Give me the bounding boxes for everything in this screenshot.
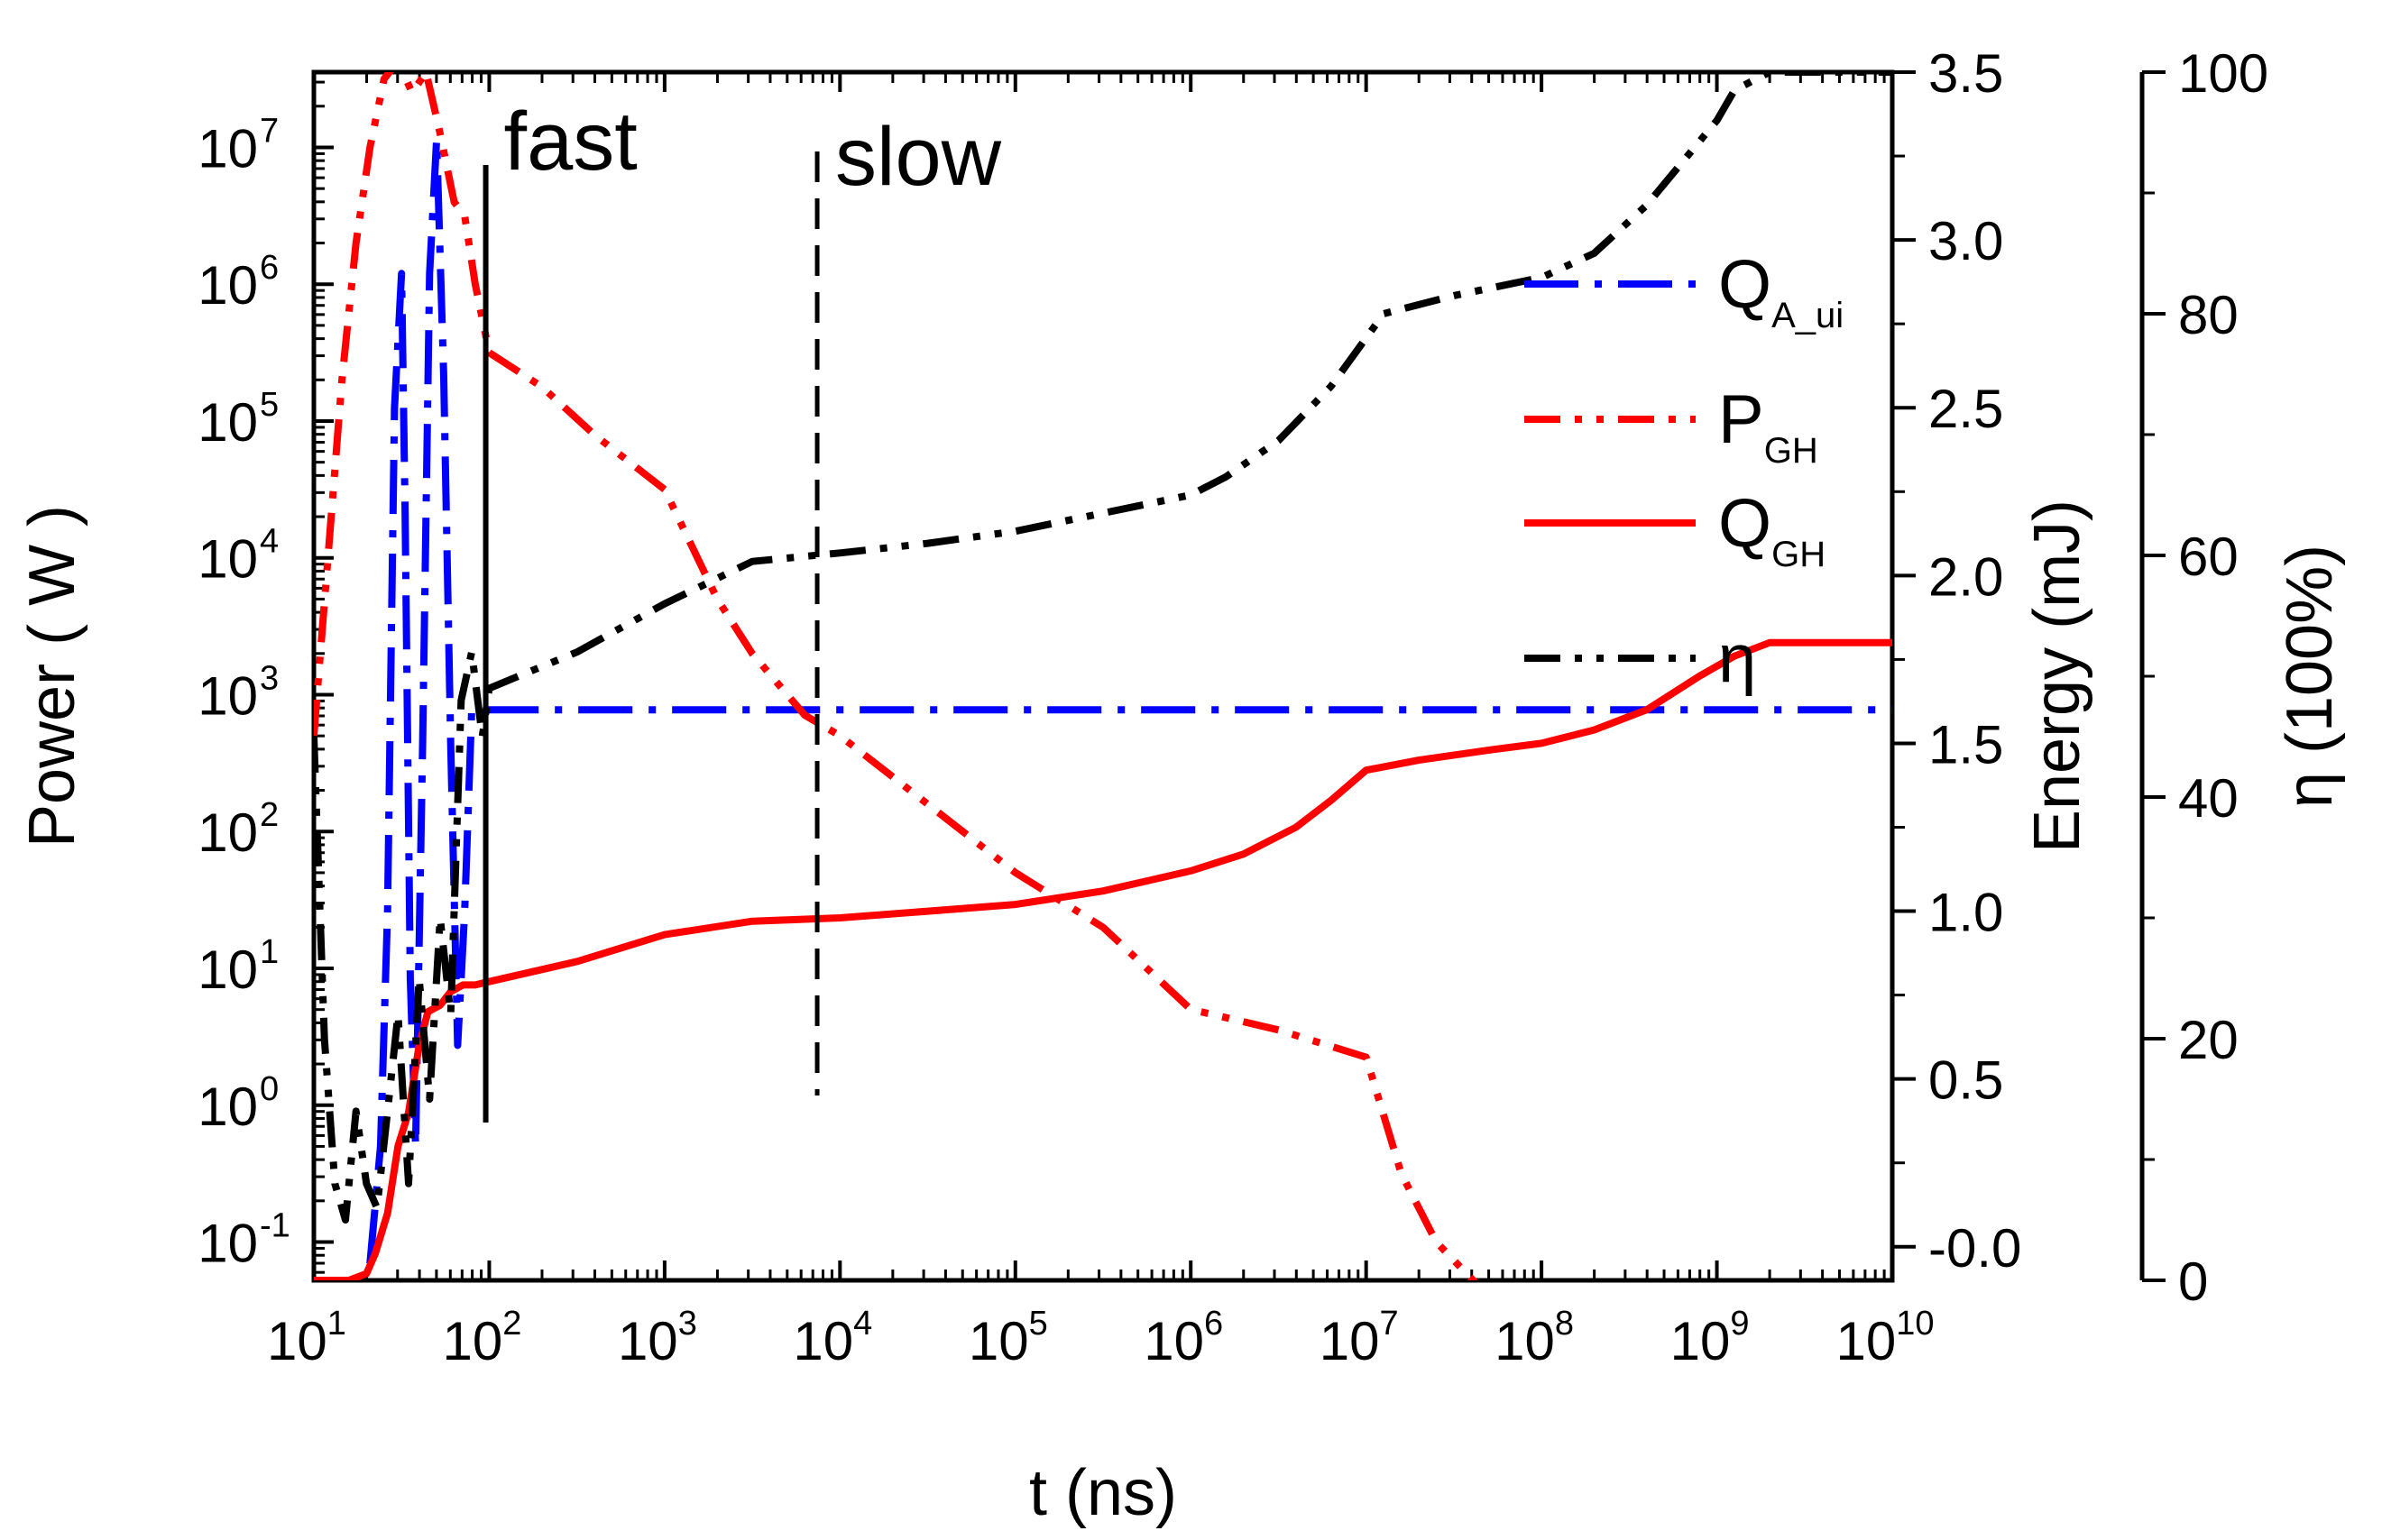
series-q-a-ui bbox=[366, 135, 1892, 1264]
eta-tick-label: 0 bbox=[2178, 1251, 2208, 1312]
y-power-tick-exp: 0 bbox=[260, 1070, 279, 1108]
x-tick-label: 105 bbox=[969, 1305, 1048, 1371]
x-tick-base: 10 bbox=[969, 1311, 1029, 1371]
energy-tick-label: 0.5 bbox=[1928, 1050, 2003, 1111]
y-power-tick-label: 10 bbox=[198, 1214, 258, 1274]
y-power-tick-exp: 2 bbox=[260, 796, 279, 834]
x-tick-label: 1010 bbox=[1835, 1305, 1934, 1371]
eta-tick-label: 40 bbox=[2178, 768, 2239, 829]
x-tick-base: 10 bbox=[793, 1311, 853, 1371]
x-tick-base: 10 bbox=[1320, 1311, 1380, 1371]
legend-label-main: Q bbox=[1718, 246, 1771, 323]
x-tick-label: 109 bbox=[1670, 1305, 1750, 1371]
slow-label: slow bbox=[835, 111, 1002, 203]
x-tick-exp: 9 bbox=[1730, 1305, 1749, 1343]
legend-label-main: P bbox=[1718, 381, 1764, 458]
series-layer bbox=[314, 72, 1892, 1280]
y-power-tick-label: 10 bbox=[198, 802, 258, 863]
x-tick-exp: 8 bbox=[1555, 1305, 1574, 1343]
y-power-axis-title: Power ( W ) bbox=[16, 505, 88, 848]
x-tick-label: 101 bbox=[267, 1305, 346, 1371]
x-tick-base: 10 bbox=[442, 1311, 502, 1371]
eta-tick-label: 20 bbox=[2178, 1010, 2239, 1070]
y-tick-base: 10 bbox=[198, 802, 258, 863]
eta-tick-label: 100 bbox=[2178, 43, 2268, 104]
y-tick-base: 10 bbox=[198, 255, 258, 316]
legend-label-main: Q bbox=[1718, 485, 1771, 562]
energy-tick-label: 1.5 bbox=[1928, 714, 2003, 775]
x-tick-exp: 2 bbox=[502, 1305, 521, 1343]
y-power-tick-exp: 3 bbox=[260, 659, 279, 697]
y-power-tick-exp: 7 bbox=[260, 112, 279, 150]
y-tick-base: 10 bbox=[198, 1077, 258, 1137]
x-tick-base: 10 bbox=[267, 1311, 327, 1371]
legend-label-sub: A_ui bbox=[1771, 296, 1844, 335]
x-tick-base: 10 bbox=[1835, 1311, 1896, 1371]
legend-label-sub: GH bbox=[1764, 431, 1818, 471]
y-power-tick-exp: 4 bbox=[260, 523, 279, 561]
y-power-tick-exp: -1 bbox=[260, 1207, 290, 1245]
y-power-tick-label: 10 bbox=[198, 940, 258, 1000]
y-tick-base: 10 bbox=[198, 529, 258, 590]
x-tick-base: 10 bbox=[618, 1311, 678, 1371]
x-tick-label: 107 bbox=[1320, 1305, 1399, 1371]
x-tick-exp: 7 bbox=[1379, 1305, 1398, 1343]
energy-tick-label: 2.0 bbox=[1928, 546, 2003, 607]
y-tick-base: 10 bbox=[198, 940, 258, 1000]
y-tick-base: 10 bbox=[198, 1214, 258, 1274]
energy-tick-label: 2.5 bbox=[1928, 379, 2003, 439]
x-tick-exp: 5 bbox=[1029, 1305, 1048, 1343]
y-power-tick-label: 10 bbox=[198, 118, 258, 179]
legend-label: QA_ui bbox=[1718, 246, 1844, 335]
legend-label-sub: GH bbox=[1771, 535, 1826, 574]
y-tick-base: 10 bbox=[198, 392, 258, 453]
y-power-tick-exp: 5 bbox=[260, 386, 279, 424]
series-eta bbox=[314, 72, 1892, 1224]
series-p-gh bbox=[314, 72, 1478, 1280]
x-tick-exp: 4 bbox=[853, 1305, 872, 1343]
eta-axis-title: η (100%) bbox=[2274, 545, 2346, 808]
eta-tick-label: 80 bbox=[2178, 285, 2239, 345]
x-tick-label: 104 bbox=[793, 1305, 872, 1371]
x-tick-base: 10 bbox=[1144, 1311, 1204, 1371]
eta-tick-label: 60 bbox=[2178, 527, 2239, 587]
legend-label-main: η bbox=[1718, 620, 1756, 697]
phase-markers: fast slow bbox=[483, 96, 1002, 1123]
legend-label: QGH bbox=[1718, 485, 1826, 574]
y-power-tick-exp: 1 bbox=[260, 933, 279, 971]
x-tick-label: 108 bbox=[1494, 1305, 1574, 1371]
y-power-tick-exp: 6 bbox=[260, 249, 279, 287]
energy-tick-label: 1.0 bbox=[1928, 883, 2003, 943]
energy-tick-label: 3.5 bbox=[1928, 43, 2003, 104]
energy-tick-label: 3.0 bbox=[1928, 211, 2003, 271]
x-tick-exp: 3 bbox=[678, 1305, 697, 1343]
fast-label: fast bbox=[504, 96, 638, 188]
y-power-tick-label: 10 bbox=[198, 392, 258, 453]
x-tick-exp: 1 bbox=[327, 1305, 346, 1343]
x-tick-base: 10 bbox=[1670, 1311, 1731, 1371]
legend-label: PGH bbox=[1718, 381, 1818, 471]
legend-label: η bbox=[1718, 620, 1756, 697]
x-tick-label: 103 bbox=[618, 1305, 697, 1371]
x-tick-label: 102 bbox=[442, 1305, 521, 1371]
plot-frame bbox=[311, 69, 1895, 1283]
x-tick-exp: 6 bbox=[1204, 1305, 1223, 1343]
x-tick-base: 10 bbox=[1494, 1311, 1555, 1371]
energy-axis-title: Energy (mJ) bbox=[2021, 500, 2093, 853]
y-power-tick-label: 10 bbox=[198, 1077, 258, 1137]
y-tick-base: 10 bbox=[198, 665, 258, 726]
x-tick-exp: 10 bbox=[1896, 1305, 1934, 1343]
y-power-tick-label: 10 bbox=[198, 665, 258, 726]
series-q-gh bbox=[314, 638, 1892, 1280]
y-tick-base: 10 bbox=[198, 118, 258, 179]
y-power-tick-label: 10 bbox=[198, 529, 258, 590]
y-power-tick-label: 10 bbox=[198, 255, 258, 316]
energy-tick-label: -0.0 bbox=[1928, 1218, 2021, 1279]
x-axis-title: t (ns) bbox=[1029, 1457, 1177, 1529]
x-tick-label: 106 bbox=[1144, 1305, 1223, 1371]
